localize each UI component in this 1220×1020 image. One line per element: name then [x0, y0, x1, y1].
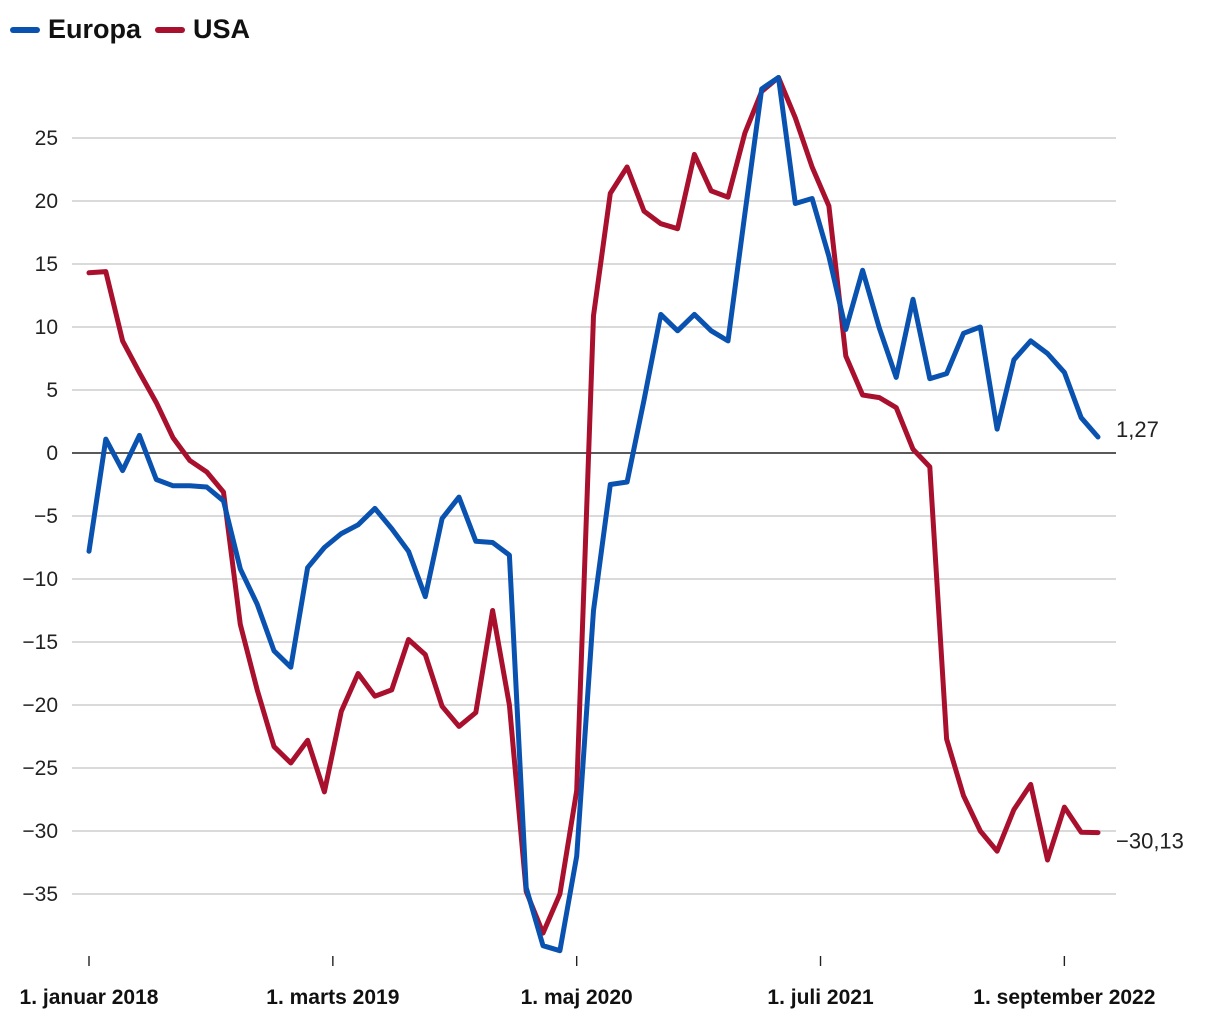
x-tick-label: 1. januar 2018	[20, 986, 159, 1009]
y-tick-label: −20	[22, 694, 58, 717]
series-line-europa	[86, 75, 1101, 954]
end-value-label-usa: −30,13	[1116, 829, 1184, 854]
legend: Europa USA	[10, 14, 264, 45]
y-tick-label: 5	[46, 379, 58, 402]
y-tick-label: −5	[34, 505, 58, 528]
legend-swatch-europa	[10, 26, 40, 33]
y-tick-label: 10	[35, 316, 58, 339]
x-tick-label: 1. maj 2020	[521, 986, 633, 1009]
y-axis: 25 20 15 10 5 0 −5 −10 −15 −20 −25 −30 −35	[22, 127, 58, 906]
y-tick-label: −30	[22, 820, 58, 843]
y-tick-label: 25	[35, 127, 58, 150]
x-tick-label: 1. september 2022	[973, 986, 1155, 1009]
legend-item-europa[interactable]: Europa	[10, 14, 141, 45]
end-labels: 1,27 −30,13	[1116, 417, 1184, 854]
y-tick-label: −35	[22, 883, 58, 906]
legend-label-usa: USA	[193, 14, 251, 44]
x-axis: 1. januar 2018 1. marts 2019 1. maj 2020 1.…	[20, 956, 1155, 1009]
x-tick-label: 1. juli 2021	[767, 986, 874, 1009]
y-tick-label: −10	[22, 568, 58, 591]
y-tick-label: 0	[46, 442, 58, 465]
legend-item-usa[interactable]: USA	[155, 14, 250, 45]
end-value-label-europa: 1,27	[1116, 417, 1159, 442]
y-tick-label: −15	[22, 631, 58, 654]
legend-label-europa: Europa	[48, 14, 142, 44]
y-tick-label: 20	[35, 190, 58, 213]
y-tick-label: −25	[22, 757, 58, 780]
legend-swatch-usa	[155, 26, 186, 33]
series-line-usa	[86, 75, 1101, 936]
series-lines	[86, 75, 1101, 954]
x-tick-label: 1. marts 2019	[266, 986, 399, 1009]
y-tick-label: 15	[35, 253, 58, 276]
